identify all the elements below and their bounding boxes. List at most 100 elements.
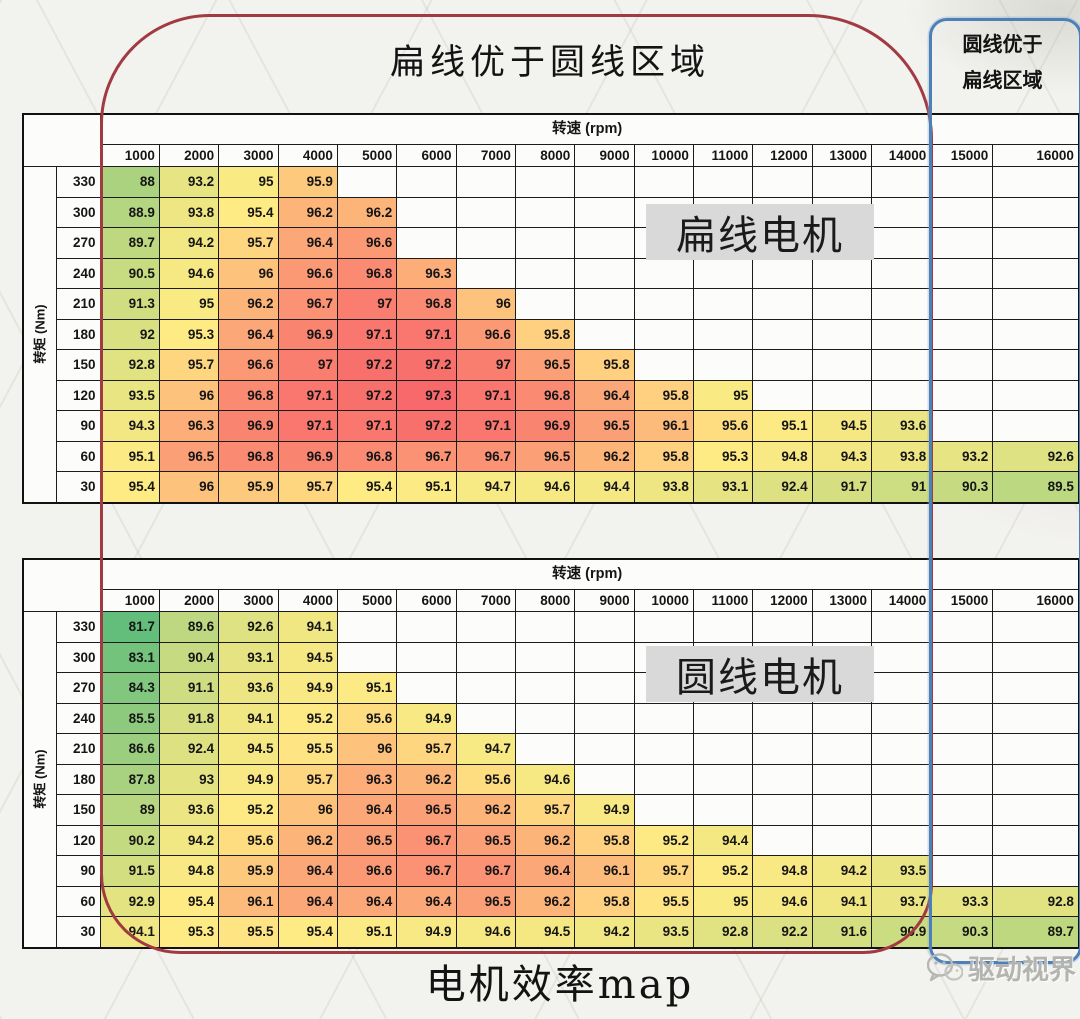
efficiency-cell-empty (930, 318, 994, 350)
torque-row-header: 300 (55, 196, 101, 228)
efficiency-cell: 93.2 (930, 440, 994, 472)
rpm-column-header: 6000 (396, 589, 457, 612)
efficiency-cell: 96.2 (574, 440, 635, 472)
torque-row-header: 180 (55, 763, 101, 795)
efficiency-cell-empty (930, 763, 994, 795)
efficiency-cell-empty (574, 763, 635, 795)
efficiency-cell-empty (930, 257, 994, 289)
efficiency-cell: 96.4 (336, 794, 398, 826)
efficiency-cell: 94.5 (277, 641, 338, 673)
efficiency-cell: 94.6 (752, 885, 813, 917)
efficiency-cell-empty (870, 288, 932, 320)
efficiency-cell-empty (930, 824, 994, 856)
efficiency-cell: 96.5 (455, 824, 516, 856)
efficiency-cell: 93.5 (99, 379, 160, 411)
efficiency-cell-empty (992, 318, 1080, 350)
efficiency-cell: 96 (158, 471, 220, 503)
efficiency-cell: 95.9 (277, 166, 338, 198)
efficiency-cell: 93.5 (633, 916, 694, 948)
torque-row-header: 240 (55, 702, 101, 734)
efficiency-cell: 94.3 (99, 410, 160, 442)
efficiency-cell: 96.7 (455, 855, 516, 887)
efficiency-cell: 95.8 (514, 318, 576, 350)
efficiency-cell: 95 (692, 885, 754, 917)
rpm-column-header: 14000 (870, 589, 932, 612)
efficiency-cell: 94.9 (396, 916, 457, 948)
torque-row-header: 240 (55, 257, 101, 289)
efficiency-cell: 93.8 (158, 196, 220, 228)
efficiency-cell: 95.9 (218, 855, 279, 887)
efficiency-cell-empty (870, 349, 932, 381)
efficiency-cell-empty (514, 227, 576, 259)
efficiency-cell: 96.4 (218, 318, 279, 350)
efficiency-cell: 95 (218, 166, 279, 198)
efficiency-cell: 95.4 (218, 196, 279, 228)
torque-row-header: 210 (55, 733, 101, 765)
efficiency-cell-empty (574, 257, 635, 289)
rpm-column-header: 16000 (992, 589, 1080, 612)
efficiency-cell-empty (514, 611, 576, 643)
efficiency-cell-empty (992, 641, 1080, 673)
efficiency-cell-empty (336, 166, 398, 198)
efficiency-cell-empty (692, 611, 754, 643)
efficiency-cell-empty (992, 379, 1080, 411)
efficiency-cell: 96.3 (158, 410, 220, 442)
efficiency-cell-empty (811, 349, 872, 381)
efficiency-cell: 94.6 (158, 257, 220, 289)
efficiency-cell: 95.1 (752, 410, 813, 442)
rpm-column-header: 9000 (574, 144, 635, 167)
efficiency-cell-empty (811, 824, 872, 856)
torque-row-header: 210 (55, 288, 101, 320)
efficiency-cell-empty (396, 611, 457, 643)
torque-row-header: 180 (55, 318, 101, 350)
rpm-column-header: 4000 (277, 144, 338, 167)
rpm-column-header: 15000 (930, 144, 994, 167)
efficiency-cell-empty (870, 733, 932, 765)
rpm-column-header: 7000 (455, 589, 516, 612)
efficiency-cell-empty (455, 257, 516, 289)
rpm-column-header: 11000 (692, 144, 754, 167)
efficiency-cell-empty (574, 733, 635, 765)
efficiency-cell-empty (633, 702, 694, 734)
efficiency-cell-empty (930, 672, 994, 704)
efficiency-cell: 90.5 (99, 257, 160, 289)
torque-row-header: 150 (55, 349, 101, 381)
efficiency-cell: 95.2 (633, 824, 694, 856)
efficiency-cell: 96.7 (277, 288, 338, 320)
round-better-region-title-line2: 扁线区域 (962, 68, 1043, 92)
round-better-region-title-line1: 圆线优于 (962, 32, 1043, 56)
torque-row-header: 60 (55, 885, 101, 917)
torque-row-header: 270 (55, 672, 101, 704)
torque-row-header: 120 (55, 824, 101, 856)
efficiency-cell: 95.8 (633, 440, 694, 472)
efficiency-cell-empty (930, 611, 994, 643)
torque-row-header: 300 (55, 641, 101, 673)
efficiency-cell: 96 (218, 257, 279, 289)
efficiency-cell-empty (574, 702, 635, 734)
efficiency-cell: 93.1 (218, 641, 279, 673)
efficiency-cell-empty (870, 794, 932, 826)
efficiency-cell-empty (752, 166, 813, 198)
efficiency-cell-empty (336, 611, 398, 643)
efficiency-cell-empty (811, 166, 872, 198)
wechat-icon (927, 952, 963, 983)
efficiency-cell-empty (692, 318, 754, 350)
efficiency-cell: 94.1 (277, 611, 338, 643)
efficiency-cell-empty (692, 763, 754, 795)
efficiency-cell: 94.7 (455, 733, 516, 765)
efficiency-cell-empty (870, 227, 932, 259)
efficiency-cell: 93.6 (218, 672, 279, 704)
efficiency-cell-empty (633, 318, 694, 350)
rpm-column-header: 11000 (692, 589, 754, 612)
efficiency-cell: 96.9 (277, 318, 338, 350)
torque-row-header: 150 (55, 794, 101, 826)
efficiency-cell: 96.8 (218, 379, 279, 411)
efficiency-cell: 94.2 (811, 855, 872, 887)
efficiency-cell: 95.3 (158, 916, 220, 948)
efficiency-cell: 94.9 (218, 763, 279, 795)
efficiency-cell-empty (514, 166, 576, 198)
efficiency-cell: 96 (158, 379, 220, 411)
efficiency-cell-empty (811, 794, 872, 826)
efficiency-cell-empty (752, 349, 813, 381)
efficiency-cell: 96.5 (396, 794, 457, 826)
